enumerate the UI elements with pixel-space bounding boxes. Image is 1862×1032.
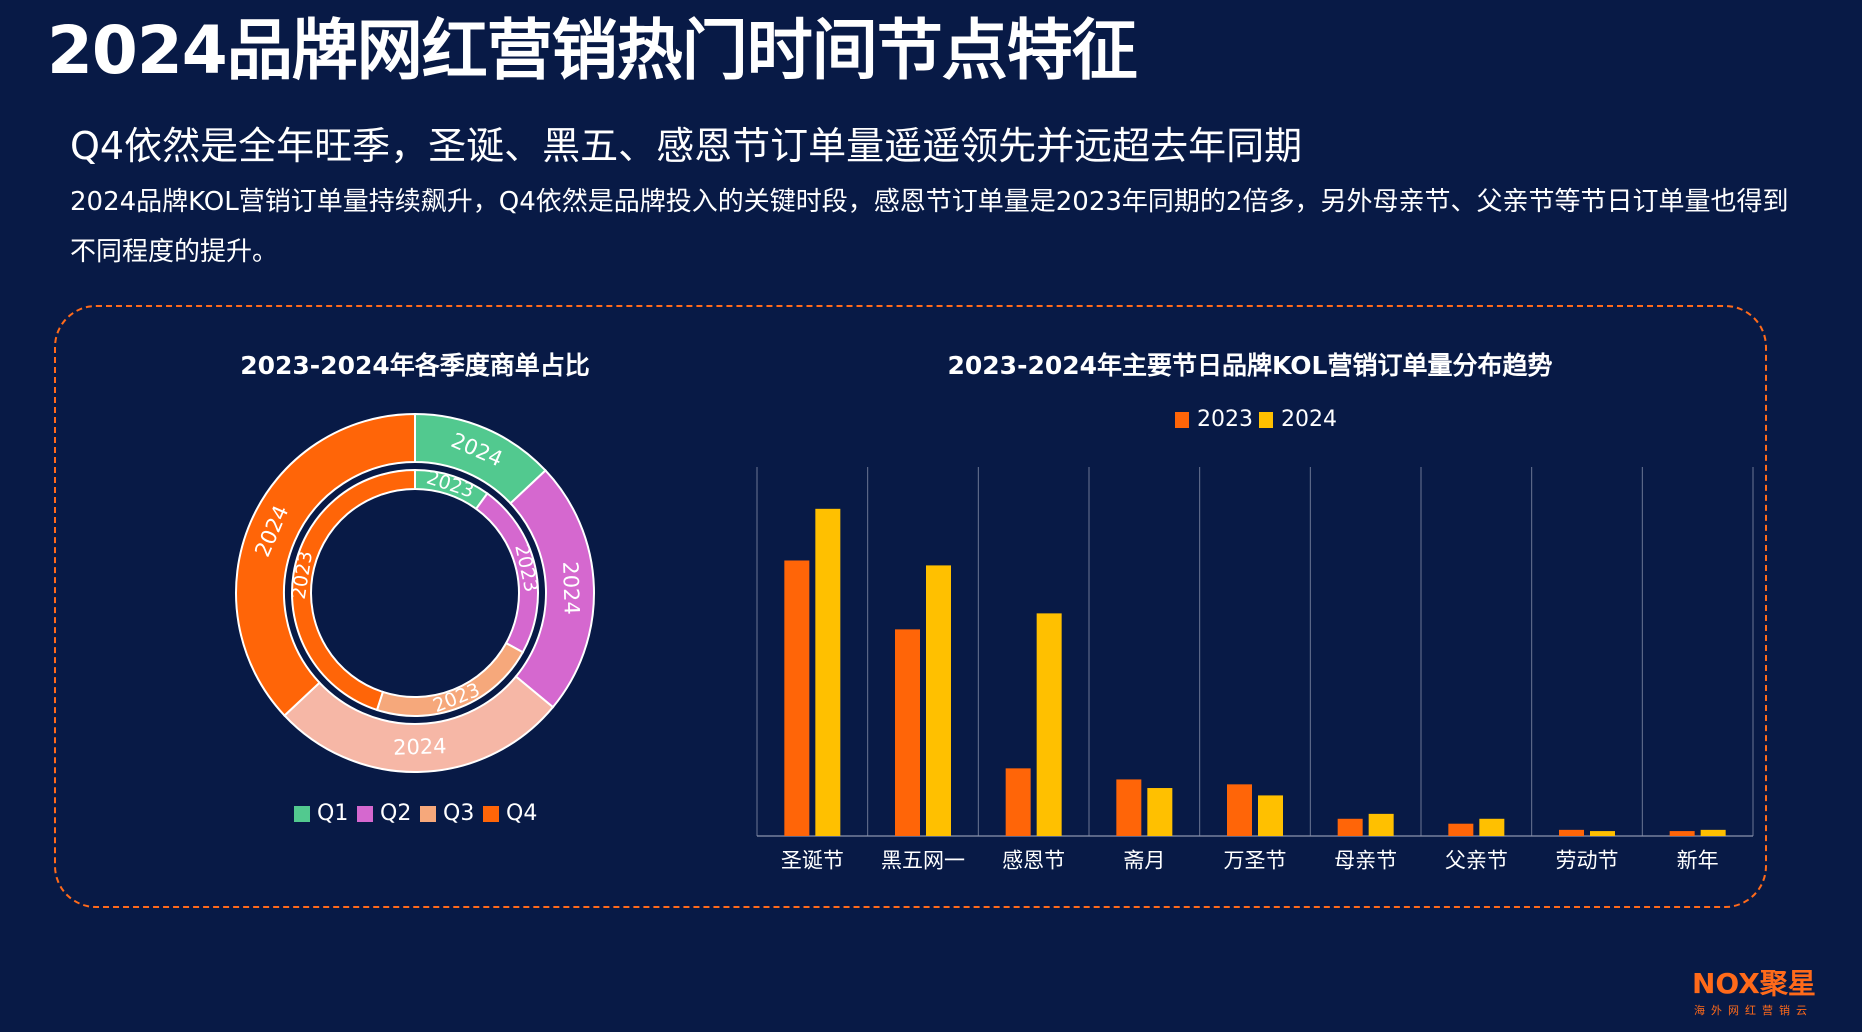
bar-2024-7 [1590,831,1615,836]
bar-category-label-2: 感恩节 [1002,849,1065,873]
donut-legend-swatch-q4 [483,806,499,822]
logo-text: NOX聚星 [1692,967,1816,1000]
bar-2024-4 [1258,795,1283,836]
bar-legend-swatch-2023 [1175,412,1189,428]
donut-legend-swatch-q1 [294,806,310,822]
bar-legend-label-2024: 2024 [1281,407,1337,432]
page-subtitle: Q4依然是全年旺季，圣诞、黑五、感恩节订单量遥遥领先并远超去年同期 [70,124,1303,168]
page-description: 2024品牌KOL营销订单量持续飙升，Q4依然是品牌投入的关键时段，感恩节订单量… [70,187,1789,267]
bar-legend-label-2023: 2023 [1197,407,1253,432]
bar-2024-3 [1147,788,1173,836]
bar-2023-7 [1559,829,1584,836]
bar-2023-4 [1227,784,1252,836]
bar-2023-6 [1448,823,1474,836]
bar-category-label-5: 母亲节 [1334,849,1397,873]
bar-2024-0 [815,508,841,836]
bar-2024-5 [1368,813,1394,836]
bar-2023-1 [895,629,920,836]
bar-category-label-1: 黑五网一 [881,849,965,873]
bar-2023-8 [1669,831,1695,836]
donut-outer-label-q2: 2024 [558,561,584,615]
bar-category-label-4: 万圣节 [1224,849,1287,873]
bar-category-label-6: 父亲节 [1445,849,1508,873]
bar-2024-2 [1036,613,1062,836]
bar-2023-3 [1116,779,1142,836]
bar-2024-6 [1479,818,1505,836]
donut-outer-label-q3: 2024 [393,734,447,760]
donut-legend-label-q1: Q1 [317,801,348,826]
bar-legend-swatch-2024 [1259,412,1273,428]
donut-inner-label-q4: 2023 [288,550,317,601]
bar-2024-8 [1700,829,1726,836]
donut-inner-slice-q4 [291,468,416,712]
bar-category-label-7: 劳动节 [1556,849,1619,873]
donut-inner-label-q2: 2023 [510,542,542,594]
bar-category-label-8: 新年 [1677,849,1719,873]
bar-2024-1 [926,565,951,836]
donut-legend-label-q4: Q4 [506,801,537,826]
donut-outer-slice-q4 [235,412,416,717]
bar-category-label-3: 斋月 [1123,849,1165,873]
bar-2023-5 [1337,818,1363,836]
donut-legend-label-q3: Q3 [443,801,474,826]
donut-chart-title: 2023-2024年各季度商单占比 [240,351,590,380]
logo-tagline: 海外网红营销云 [1694,1004,1813,1017]
bar-2023-0 [784,560,810,836]
bar-category-label-0: 圣诞节 [781,849,844,873]
nox-logo: NOX聚星 海外网红营销云 [1692,967,1822,1018]
charts-panel [54,305,1767,908]
bar-2023-2 [1005,768,1031,836]
donut-legend-swatch-q3 [420,806,436,822]
donut-legend-label-q2: Q2 [380,801,411,826]
page-title: 2024品牌网红营销热门时间节点特征 [47,12,1138,89]
donut-legend-swatch-q2 [357,806,373,822]
bar-chart-title: 2023-2024年主要节日品牌KOL营销订单量分布趋势 [948,351,1553,380]
